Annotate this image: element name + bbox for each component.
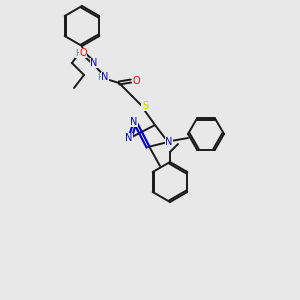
Text: H: H bbox=[97, 74, 104, 82]
Text: N: N bbox=[125, 133, 133, 143]
Text: O: O bbox=[132, 76, 140, 86]
Text: N: N bbox=[130, 117, 138, 127]
Text: S: S bbox=[142, 101, 148, 111]
Text: H: H bbox=[76, 49, 82, 58]
Text: N: N bbox=[101, 72, 109, 82]
Text: N: N bbox=[90, 58, 98, 68]
Text: N: N bbox=[165, 137, 173, 147]
Text: O: O bbox=[79, 48, 87, 58]
